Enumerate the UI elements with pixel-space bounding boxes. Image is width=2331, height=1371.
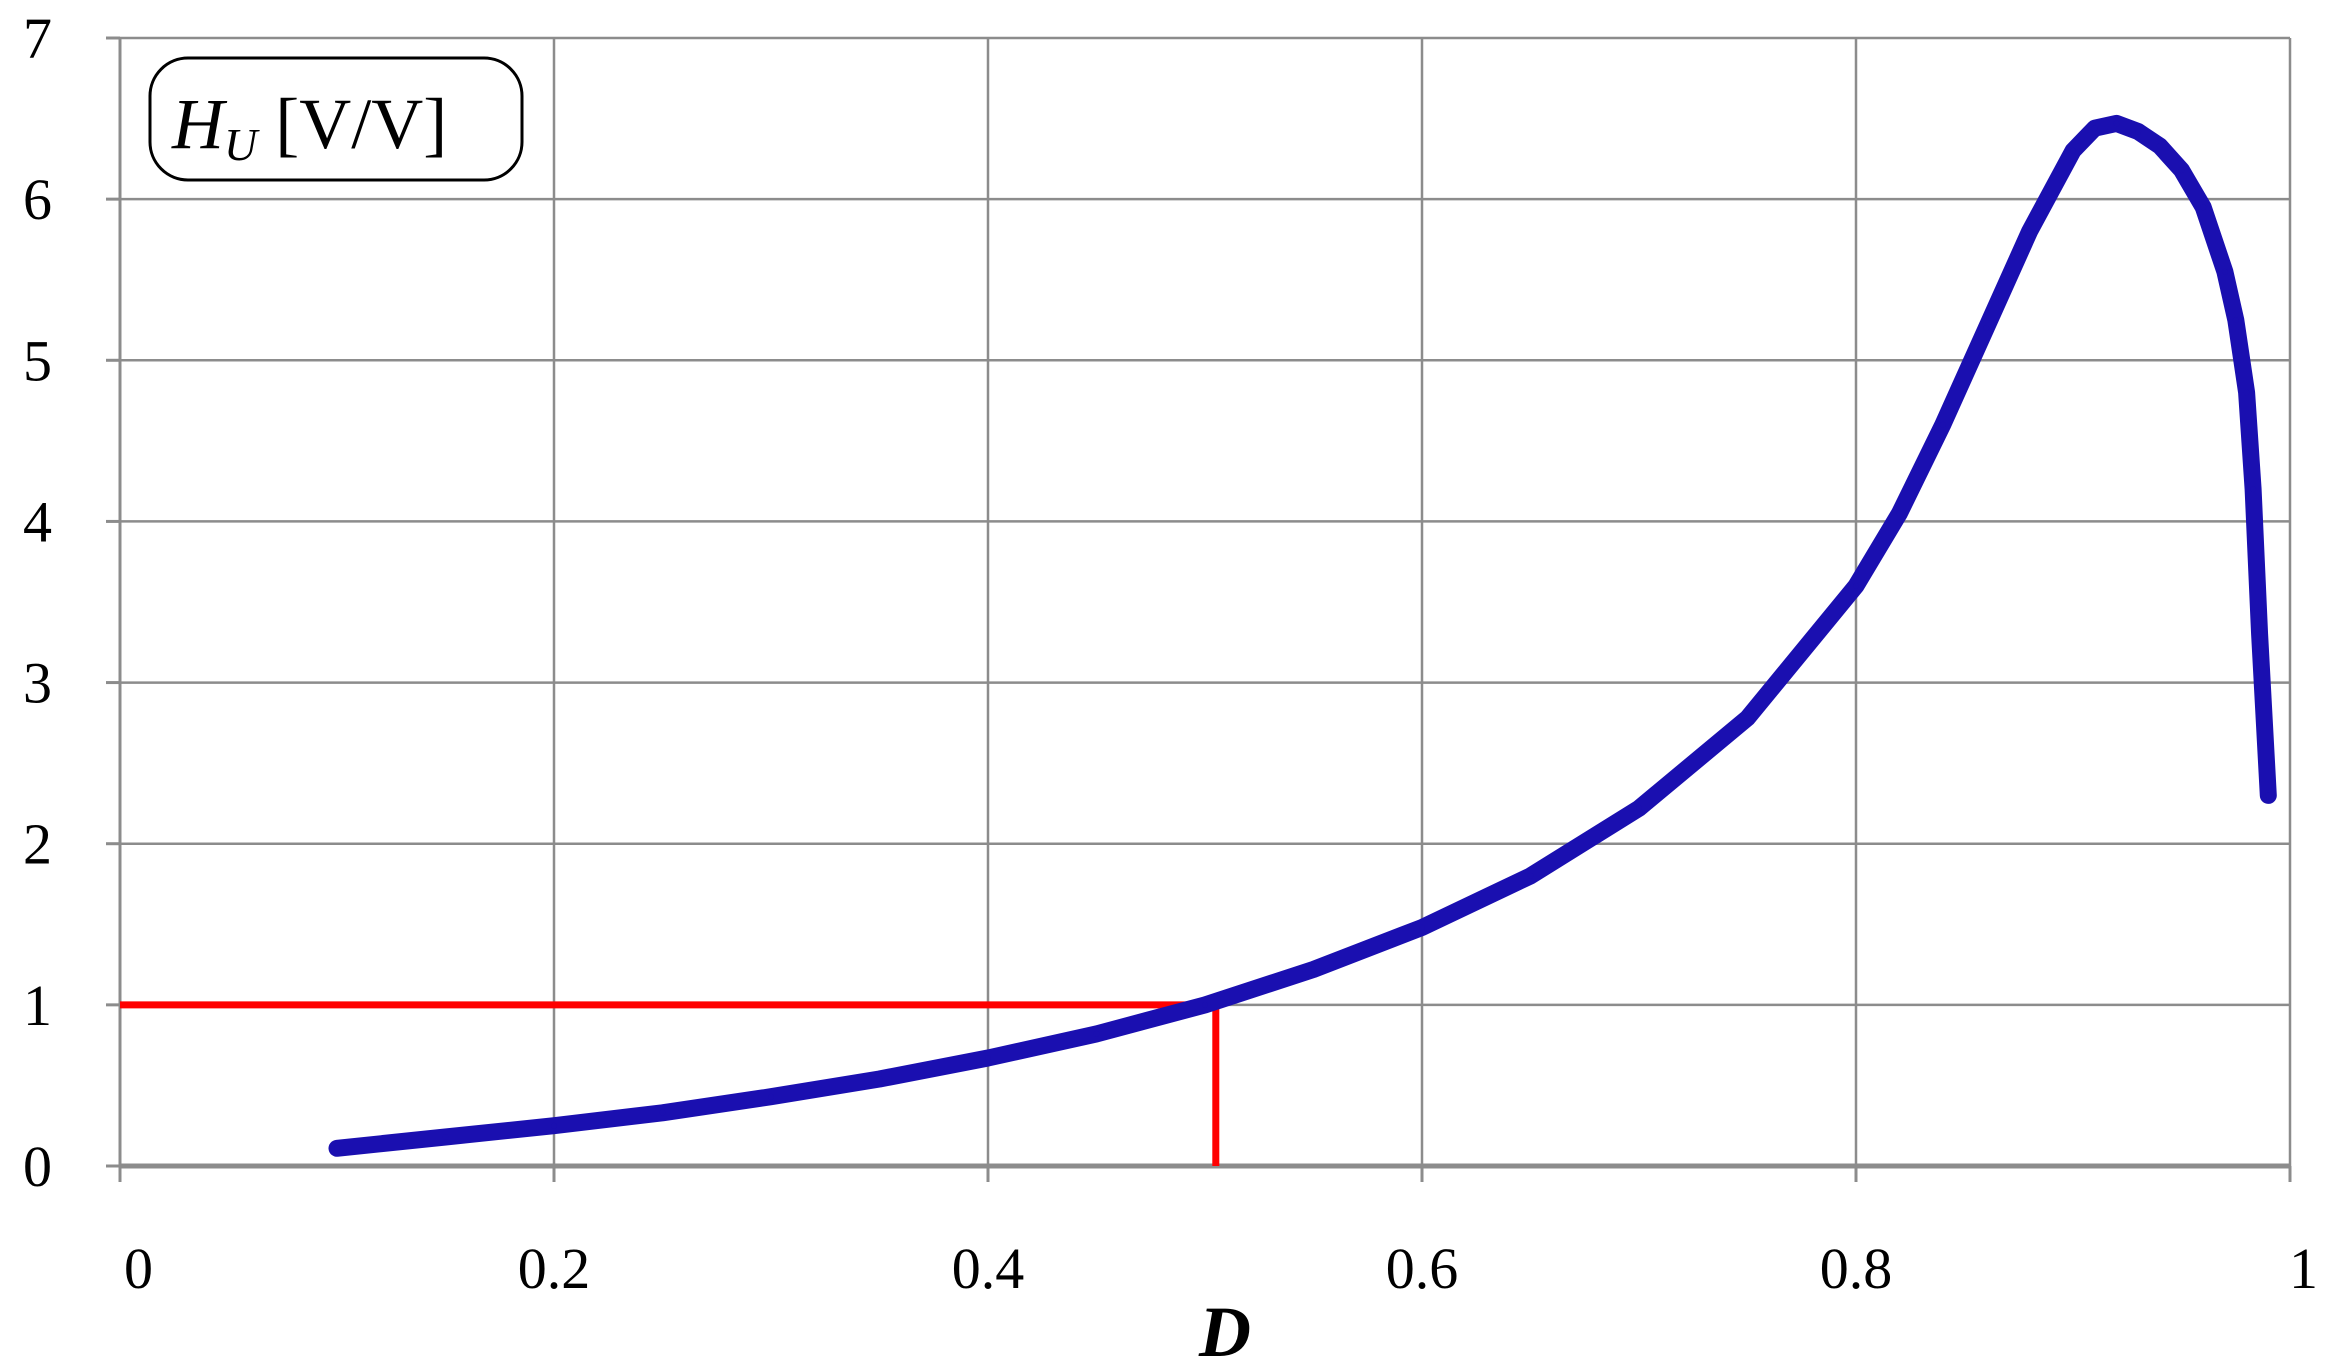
data-point bbox=[2250, 486, 2257, 493]
data-point bbox=[1744, 715, 1751, 721]
y-tick-label: 5 bbox=[23, 328, 52, 393]
series-group bbox=[328, 114, 2277, 1157]
y-tick-label: 4 bbox=[23, 489, 52, 554]
data-point bbox=[1853, 582, 1859, 589]
plot-frame bbox=[118, 38, 2290, 1169]
y-axis-subscript: U bbox=[224, 119, 260, 170]
data-point bbox=[2135, 128, 2142, 135]
data-point bbox=[442, 1134, 449, 1140]
x-tick-label: 0.6 bbox=[1386, 1236, 1459, 1301]
data-point bbox=[2265, 792, 2272, 799]
x-tick-label: 1 bbox=[2289, 1236, 2318, 1301]
y-axis-legend-box: HU [V/V] bbox=[148, 56, 524, 182]
reference-line bbox=[120, 1001, 1220, 1166]
y-tick-label: 2 bbox=[23, 812, 52, 877]
x-axis-title: D bbox=[1198, 1292, 1251, 1371]
data-point bbox=[768, 1093, 774, 1100]
data-point bbox=[659, 1109, 666, 1116]
y-axis-unit: [V/V] bbox=[257, 84, 447, 164]
data-point bbox=[2221, 268, 2228, 275]
y-tick-label: 3 bbox=[23, 651, 52, 716]
data-point bbox=[1310, 966, 1317, 973]
legend-box-frame bbox=[148, 56, 524, 182]
y-tick-label: 6 bbox=[23, 167, 52, 232]
y-tick-label: 0 bbox=[23, 1134, 52, 1199]
data-point bbox=[2070, 147, 2076, 154]
x-tick-label: 0.8 bbox=[1820, 1236, 1893, 1301]
reference-lines bbox=[120, 1001, 1220, 1166]
data-point bbox=[2113, 120, 2120, 127]
data-point bbox=[1093, 1030, 1100, 1037]
data-point bbox=[1636, 805, 1642, 812]
data-point bbox=[2178, 167, 2185, 174]
data-point bbox=[2091, 125, 2098, 132]
data-point bbox=[1939, 421, 1946, 428]
data-point bbox=[876, 1076, 883, 1082]
data-point bbox=[985, 1055, 991, 1061]
x-tick-label: 0.2 bbox=[518, 1236, 591, 1301]
y-tick-label: 1 bbox=[23, 973, 52, 1038]
y-axis-symbol: H bbox=[171, 84, 228, 164]
data-point bbox=[1202, 1001, 1208, 1008]
data-point bbox=[2026, 228, 2033, 235]
data-point bbox=[1896, 510, 1903, 517]
data-point bbox=[334, 1145, 340, 1152]
data-point bbox=[2256, 631, 2263, 638]
data-point bbox=[1983, 325, 1990, 332]
grid bbox=[118, 36, 2292, 1168]
data-point bbox=[2156, 143, 2163, 149]
data-point bbox=[2200, 204, 2207, 211]
x-tick-label: 0 bbox=[124, 1236, 153, 1301]
data-point bbox=[1527, 872, 1534, 879]
y-axis-title: HU [V/V] bbox=[171, 84, 447, 170]
data-point bbox=[2232, 317, 2239, 323]
x-axis-ticks: 0 0.2 0.4 0.6 0.8 1 bbox=[118, 1166, 2318, 1301]
y-tick-label: 7 bbox=[23, 6, 52, 71]
data-point bbox=[2243, 389, 2250, 396]
y-axis-ticks: 0 1 2 3 4 5 6 7 bbox=[23, 6, 120, 1199]
series-line bbox=[328, 114, 2277, 1157]
x-tick-label: 0.4 bbox=[952, 1236, 1025, 1301]
data-point bbox=[1419, 924, 1425, 931]
data-point bbox=[551, 1122, 557, 1129]
